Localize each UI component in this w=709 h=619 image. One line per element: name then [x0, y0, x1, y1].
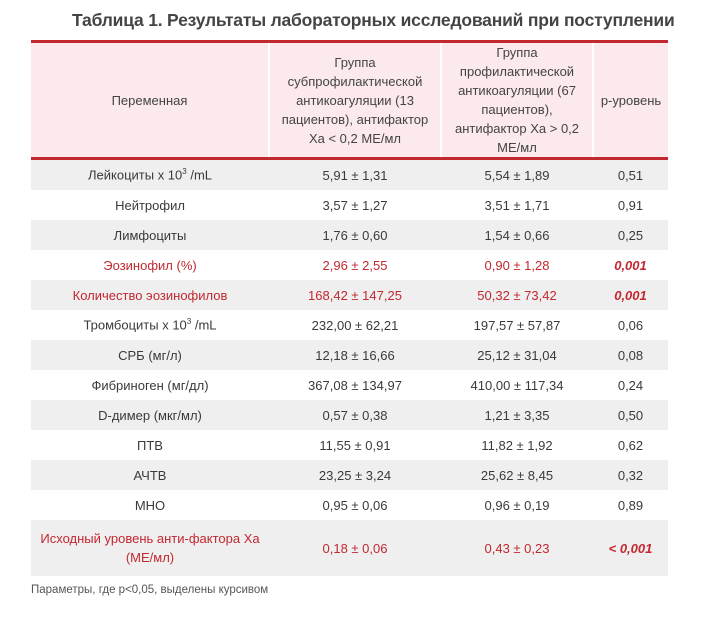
p-value-cell: 0,25: [617, 227, 644, 243]
table-row: Исходный уровень анти-фактора Xa (МЕ/мл)…: [31, 520, 668, 576]
group-value-cell: 197,57 ± 57,87: [473, 317, 561, 333]
group-value-cell: 11,55 ± 0,91: [319, 437, 391, 453]
table-row: Эозинофил (%) 2,96 ± 2,55 0,90 ± 1,28 0,001: [31, 250, 668, 280]
variable-label: Лейкоциты x 10: [87, 167, 183, 183]
group-value-cell: 0,43 ± 0,23: [484, 540, 550, 556]
group-value-cell: 0,95 ± 0,06: [322, 497, 388, 513]
exponent: 3: [186, 317, 192, 327]
variable-cell: Лимфоциты: [31, 220, 269, 250]
group-value-cell: 1,54 ± 0,66: [484, 227, 550, 243]
table-row: СРБ (мг/л) 12,18 ± 16,66 25,12 ± 31,04 0,08: [31, 340, 668, 370]
table-row: Лимфоциты 1,76 ± 0,60 1,54 ± 0,66 0,25: [31, 220, 668, 250]
table-title: Таблица 1. Результаты лабораторных иссле…: [72, 10, 675, 30]
unit: /mL: [186, 167, 213, 183]
group-value-cell: 367,08 ± 134,97: [308, 377, 402, 393]
group-value-cell: 25,12 ± 31,04: [477, 347, 557, 363]
table-row: Лейкоциты x 103 /mL 5,91 ± 1,31 5,54 ± 1,8…: [31, 158, 668, 191]
table-row: Количество эозинофилов 168,42 ± 147,25 50,…: [31, 280, 668, 310]
variable-label: Нейтрофил: [115, 197, 185, 213]
p-value-cell: 0,001: [614, 287, 647, 303]
exponent: 3: [182, 167, 187, 177]
group-value-cell: 232,00 ± 62,21: [311, 317, 399, 333]
table-row: АЧТВ 23,25 ± 3,24 25,62 ± 8,45 0,32: [31, 460, 668, 490]
table-row: Тромбоциты x 103 /mL 232,00 ± 62,21 197,57…: [31, 310, 668, 340]
group-value-cell: 5,54 ± 1,89: [484, 167, 550, 183]
table-row: Фибриноген (мг/дл) 367,08 ± 134,97 410,00 …: [31, 370, 668, 400]
variable-cell: МНО: [31, 490, 269, 520]
header-variable: Переменная: [111, 92, 188, 108]
variable-label: МНО: [134, 497, 166, 513]
variable-label: Тромбоциты x 10: [83, 317, 187, 333]
p-value-cell: 0,001: [614, 257, 647, 273]
p-value-cell: 0,89: [617, 497, 644, 513]
table-header-row: Переменная Группа субпрофилактической ан…: [31, 41, 668, 159]
variable-cell: Фибриноген (мг/дл): [31, 370, 269, 400]
group-value-cell: 25,62 ± 8,45: [480, 467, 554, 483]
group-value-cell: 0,18 ± 0,06: [322, 540, 388, 556]
group-value-cell: 50,32 ± 73,42: [477, 287, 557, 303]
variable-cell: СРБ (мг/л): [31, 340, 269, 370]
group-value-cell: 0,90 ± 1,28: [484, 257, 550, 273]
p-value-cell: 0,24: [617, 377, 644, 393]
p-value-cell: 0,08: [617, 347, 644, 363]
variable-cell: ПТВ: [31, 430, 269, 460]
variable-label: D-димер (мкг/мл): [98, 407, 202, 423]
variable-label: СРБ (мг/л): [118, 347, 182, 363]
group-value-cell: 0,96 ± 0,19: [484, 497, 550, 513]
table-row: Нейтрофил 3,57 ± 1,27 3,51 ± 1,71 0,91: [31, 190, 668, 220]
group-value-cell: 0,57 ± 0,38: [322, 407, 388, 423]
group-value-cell: 11,82 ± 1,92: [481, 437, 553, 453]
p-value-cell: 0,62: [617, 437, 644, 453]
unit: /mL: [191, 317, 217, 333]
group-value-cell: 5,91 ± 1,31: [322, 167, 388, 183]
group-value-cell: 1,76 ± 0,60: [322, 227, 388, 243]
variable-cell: Лейкоциты x 103 /mL: [31, 159, 269, 191]
p-value-cell: 0,06: [617, 317, 644, 333]
variable-cell: Тромбоциты x 103 /mL: [31, 310, 269, 340]
table-row: D-димер (мкг/мл) 0,57 ± 0,38 1,21 ± 3,35 0,…: [31, 400, 668, 430]
variable-cell: Эозинофил (%): [31, 250, 269, 280]
header-group-prof: Группа профилактической антикоагуляции (…: [440, 41, 593, 159]
variable-label: Эозинофил (%): [103, 257, 197, 273]
variable-label: Лимфоциты: [113, 227, 187, 243]
group-value-cell: 12,18 ± 16,66: [315, 347, 395, 363]
group-value-cell: 3,51 ± 1,71: [484, 197, 550, 213]
variable-label: Исходный уровень анти-фактора Xa (МЕ/мл): [40, 531, 260, 565]
table-row: ПТВ 11,55 ± 0,91 11,82 ± 1,92 0,62: [31, 430, 668, 460]
p-value-cell: < 0,001: [608, 540, 653, 556]
variable-label: ПТВ: [137, 437, 163, 453]
variable-cell: АЧТВ: [31, 460, 269, 490]
p-value-cell: 0,91: [617, 197, 644, 213]
variable-cell: D-димер (мкг/мл): [31, 400, 269, 430]
variable-cell: Исходный уровень анти-фактора Xa (МЕ/мл): [31, 520, 269, 576]
footnote: Параметры, где p<0,05, выделены курсивом: [31, 584, 269, 596]
group-value-cell: 410,00 ± 117,34: [470, 377, 564, 393]
group-value-cell: 1,21 ± 3,35: [484, 407, 550, 423]
group-value-cell: 2,96 ± 2,55: [322, 257, 388, 273]
header-group-sub: Группа субпрофилактической антикоагуляци…: [268, 41, 441, 159]
p-value-cell: 0,32: [617, 467, 644, 483]
group-value-cell: 168,42 ± 147,25: [308, 287, 402, 303]
variable-cell: Нейтрофил: [31, 190, 269, 220]
variable-label: Фибриноген (мг/дл): [91, 377, 209, 393]
p-value-cell: 0,51: [617, 167, 644, 183]
header-p-level: р-уровень: [592, 41, 668, 159]
variable-cell: Количество эозинофилов: [31, 280, 269, 310]
group-value-cell: 23,25 ± 3,24: [318, 467, 392, 483]
variable-label: АЧТВ: [133, 467, 167, 483]
p-value-cell: 0,50: [617, 407, 644, 423]
lab-results-table: Переменная Группа субпрофилактической ан…: [31, 40, 668, 576]
table-row: МНО 0,95 ± 0,06 0,96 ± 0,19 0,89: [31, 490, 668, 520]
variable-label: Количество эозинофилов: [72, 287, 228, 303]
group-value-cell: 3,57 ± 1,27: [322, 197, 388, 213]
